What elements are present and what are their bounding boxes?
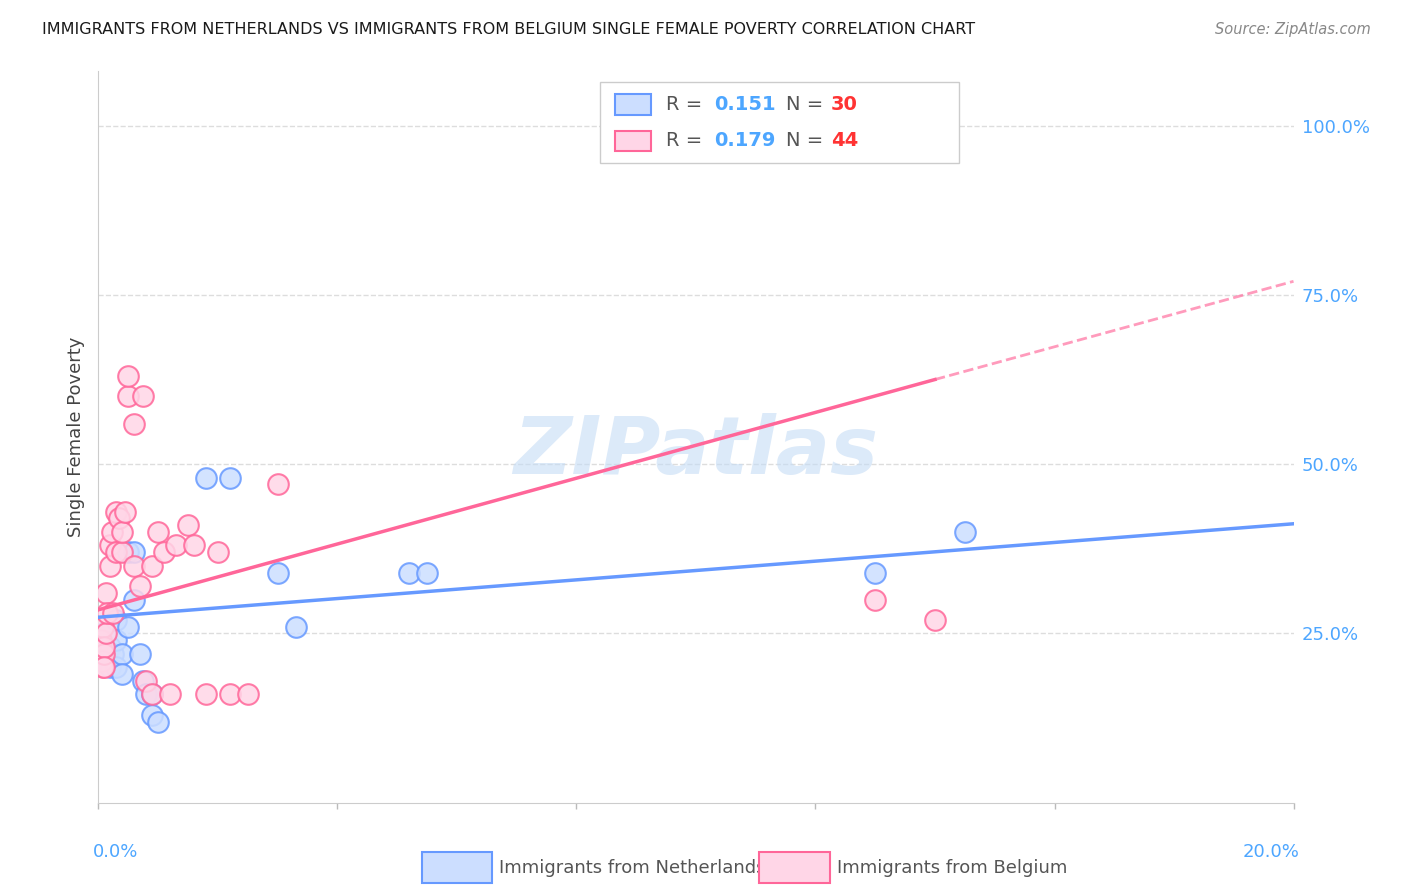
Point (132, 389, 155, 403)
Point (141, 558, 163, 573)
Point (94, 626, 117, 640)
FancyBboxPatch shape (614, 94, 651, 114)
Point (416, 566, 439, 580)
Point (103, 606, 125, 620)
Point (93, 647, 115, 661)
Point (91, 654, 114, 668)
Point (117, 620, 139, 634)
Point (195, 471, 218, 485)
Point (865, 592, 887, 607)
Point (219, 688, 242, 702)
Point (135, 673, 157, 688)
Point (108, 511, 131, 525)
Text: Immigrants from Netherlands: Immigrants from Netherlands (499, 859, 766, 877)
Point (924, 613, 946, 627)
Point (89, 647, 111, 661)
Point (91, 620, 114, 634)
Point (267, 566, 290, 580)
Point (103, 647, 125, 661)
Text: R =: R = (666, 95, 709, 114)
Point (98, 640, 122, 654)
Text: Source: ZipAtlas.com: Source: ZipAtlas.com (1215, 22, 1371, 37)
Point (91, 633, 114, 648)
Point (111, 524, 134, 539)
Point (94, 647, 117, 661)
Point (141, 688, 163, 702)
Text: Immigrants from Belgium: Immigrants from Belgium (837, 859, 1067, 877)
FancyBboxPatch shape (600, 82, 959, 163)
Point (93, 626, 115, 640)
Point (105, 505, 128, 519)
Text: N =: N = (786, 131, 830, 151)
Point (105, 545, 128, 559)
Point (135, 688, 157, 702)
Text: IMMIGRANTS FROM NETHERLANDS VS IMMIGRANTS FROM BELGIUM SINGLE FEMALE POVERTY COR: IMMIGRANTS FROM NETHERLANDS VS IMMIGRANT… (42, 22, 976, 37)
Text: R =: R = (666, 131, 709, 151)
Point (124, 417, 146, 431)
Point (159, 688, 181, 702)
Text: 0.179: 0.179 (714, 131, 775, 151)
Point (96, 654, 118, 668)
Point (165, 538, 187, 552)
Point (96, 606, 118, 620)
Point (153, 545, 176, 559)
Point (183, 538, 205, 552)
Point (96, 586, 118, 600)
Point (953, 524, 976, 539)
Point (398, 566, 420, 580)
Text: 20.0%: 20.0% (1243, 843, 1299, 861)
Text: 0.151: 0.151 (714, 95, 776, 114)
Point (105, 660, 128, 674)
Point (111, 667, 134, 681)
Point (93, 640, 115, 654)
Point (90, 640, 112, 654)
Point (124, 558, 146, 573)
Point (98, 558, 122, 573)
Text: ZIPatlas: ZIPatlas (513, 413, 879, 491)
Point (111, 545, 134, 559)
Point (195, 688, 218, 702)
Point (98, 660, 122, 674)
Text: 0.0%: 0.0% (93, 843, 138, 861)
Point (236, 688, 259, 702)
Point (100, 524, 122, 539)
Point (114, 505, 136, 519)
Point (105, 633, 128, 648)
Point (90, 633, 112, 648)
Point (148, 524, 170, 539)
Point (124, 592, 146, 607)
Point (141, 707, 163, 722)
Point (132, 673, 155, 688)
Point (111, 647, 134, 661)
Point (129, 647, 152, 661)
Point (98, 538, 122, 552)
Point (148, 714, 170, 729)
Point (91, 660, 114, 674)
Point (865, 566, 887, 580)
Point (117, 389, 139, 403)
Point (105, 613, 128, 627)
FancyBboxPatch shape (614, 130, 651, 151)
Point (284, 620, 307, 634)
Point (129, 579, 152, 593)
Point (93, 660, 115, 674)
Point (117, 545, 139, 559)
Text: N =: N = (786, 95, 830, 114)
Point (177, 518, 200, 533)
Point (207, 545, 229, 559)
Point (124, 545, 146, 559)
Point (117, 369, 139, 384)
Y-axis label: Single Female Poverty: Single Female Poverty (66, 337, 84, 537)
Point (267, 477, 290, 491)
Point (141, 688, 163, 702)
Point (219, 471, 242, 485)
Text: 44: 44 (831, 131, 858, 151)
Text: 30: 30 (831, 95, 858, 114)
